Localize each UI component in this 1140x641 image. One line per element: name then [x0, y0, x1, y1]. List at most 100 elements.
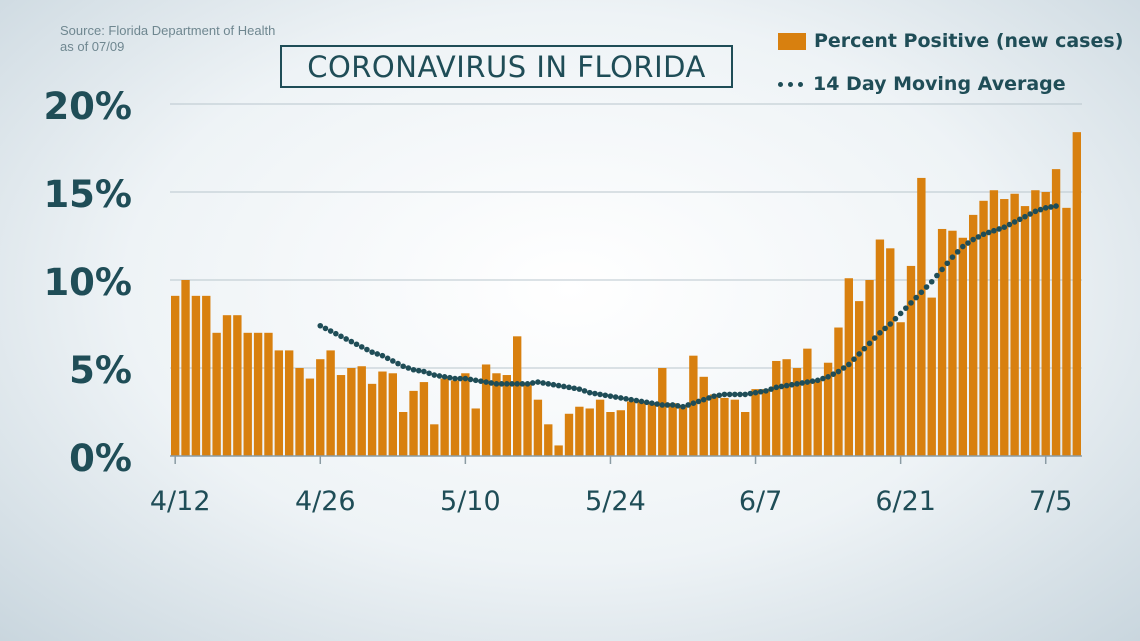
moving-average-dot [700, 396, 707, 403]
moving-average-dot [493, 381, 500, 387]
bar [274, 350, 283, 456]
moving-average-dot [866, 340, 873, 347]
source-note: Source: Florida Department of Health as … [60, 23, 275, 55]
moving-average-dot [447, 374, 453, 381]
x-tick-label: 5/10 [440, 486, 501, 517]
moving-average-dot [638, 398, 645, 405]
moving-average-dot [509, 381, 515, 387]
moving-average-dot [871, 335, 878, 341]
moving-average-dot [752, 389, 759, 396]
moving-average-dot [654, 401, 660, 407]
moving-average-dot [472, 377, 479, 384]
moving-average-dot [851, 356, 857, 363]
bar [606, 412, 615, 456]
moving-average-dot [343, 336, 349, 342]
moving-average-dot [877, 330, 883, 336]
moving-average-dot [903, 305, 909, 311]
moving-average-dot [928, 278, 935, 285]
legend-label-percent-positive: Percent Positive (new cases) [814, 30, 1124, 52]
bar [927, 297, 936, 456]
moving-average-dot [1048, 204, 1054, 210]
moving-average-dot [571, 385, 577, 392]
moving-average-dot [695, 398, 702, 405]
moving-average-dot [452, 375, 458, 382]
moving-average-dot [322, 325, 329, 332]
y-tick-label: 0% [69, 437, 132, 480]
moving-average-dot [498, 381, 505, 387]
bar [481, 364, 491, 456]
bar [502, 375, 511, 456]
moving-average-dot [996, 226, 1002, 232]
moving-average-dot [923, 284, 930, 290]
bar [1041, 192, 1050, 456]
moving-average-dot [659, 402, 666, 408]
bar [782, 359, 791, 456]
moving-average-dot [483, 379, 489, 385]
bar [979, 200, 988, 456]
moving-average-dot [550, 381, 557, 388]
bar [855, 301, 864, 456]
bar [1062, 207, 1071, 456]
bar [720, 397, 729, 456]
x-tick-label: 7/5 [1029, 486, 1072, 517]
moving-average-dot [524, 381, 531, 387]
moving-average-dot [918, 289, 925, 296]
moving-average-dot [716, 392, 723, 399]
moving-average-dot [618, 395, 624, 401]
moving-average-dot [561, 383, 567, 390]
bar [637, 401, 646, 456]
chart-title: CORONAVIRUS IN FLORIDA [280, 45, 733, 88]
bar [761, 389, 771, 456]
bar [388, 373, 397, 456]
bar [367, 383, 377, 456]
bar [191, 295, 201, 456]
moving-average-dot [789, 381, 795, 388]
bar [285, 350, 294, 456]
moving-average-dot [949, 254, 956, 260]
moving-average-dot [778, 383, 785, 390]
moving-average-dot [726, 391, 733, 398]
moving-average-dot [664, 402, 671, 408]
x-tick-label: 6/21 [875, 486, 936, 517]
moving-average-dot [814, 377, 821, 384]
moving-average-dot [991, 227, 997, 234]
moving-average-dot [400, 363, 406, 370]
moving-average-dot [1022, 213, 1028, 220]
moving-average-dot [980, 231, 987, 238]
moving-average-dot [431, 372, 438, 378]
moving-average-dot [944, 260, 951, 267]
moving-average-dot [545, 381, 552, 387]
moving-average-dot [1037, 206, 1044, 213]
moving-average-dot [586, 389, 593, 396]
bar [917, 177, 926, 457]
moving-average-dot [742, 391, 748, 398]
moving-average-dot [358, 344, 365, 350]
moving-average-dot [535, 379, 541, 385]
bar [699, 376, 708, 456]
x-tick-label: 6/7 [739, 486, 782, 517]
bar [969, 214, 978, 456]
moving-average-dot [675, 403, 681, 409]
bar [492, 373, 501, 456]
moving-average-dot [799, 380, 805, 386]
moving-average-dot [737, 391, 743, 398]
bar [305, 378, 315, 456]
bar [264, 332, 273, 456]
moving-average-dot [395, 360, 401, 367]
moving-average-dot [436, 373, 443, 379]
bar [533, 399, 543, 456]
bar [181, 280, 190, 456]
bar [595, 399, 605, 456]
moving-average-dot [1017, 216, 1023, 223]
moving-average-dot [954, 249, 961, 255]
bar-series [171, 132, 1081, 457]
bar [627, 401, 636, 456]
moving-average-dot [504, 381, 510, 387]
moving-average-dot [773, 384, 780, 391]
as-of-date: as of 07/09 [60, 39, 125, 54]
moving-average-dot [732, 391, 738, 398]
moving-average-dot [970, 236, 976, 243]
bar [409, 390, 418, 456]
moving-average-dot [840, 365, 847, 371]
bar [647, 403, 657, 456]
